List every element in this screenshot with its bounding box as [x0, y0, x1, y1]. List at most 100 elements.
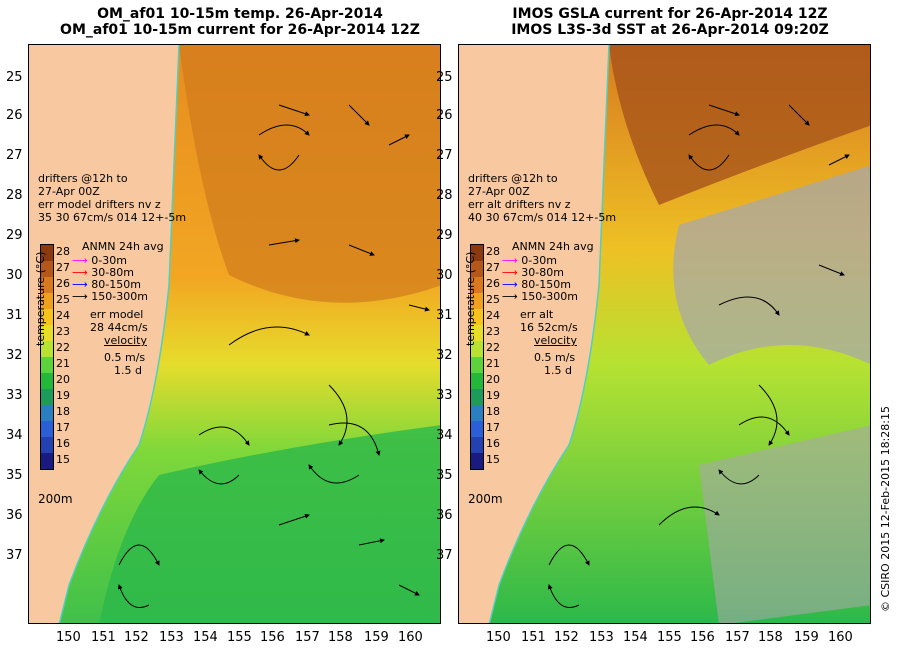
lat-tick: 28: [6, 188, 23, 203]
lat-tick: 27: [436, 148, 453, 163]
colorbar-segment: [41, 261, 53, 277]
colorbar-segment: [41, 405, 53, 421]
lat-tick: 30: [6, 268, 23, 283]
velocity-label: velocity: [534, 334, 577, 347]
right-colorbar-title: temperature (°C): [464, 251, 477, 346]
lat-tick: 25: [6, 70, 23, 85]
colorbar-segment: [41, 341, 53, 357]
legend-title: ANMN 24h avg: [82, 240, 164, 253]
colorbar-segment: [41, 373, 53, 389]
colorbar-segment: [471, 437, 483, 453]
legend-label: 0-30m: [521, 254, 557, 267]
left-drifters-info: drifters @12h to 27-Apr 00Z err model dr…: [38, 172, 186, 224]
lon-tick: 152: [124, 630, 149, 645]
colorbar-tick: 26: [56, 277, 70, 290]
right-map: [459, 45, 870, 623]
lat-tick: 33: [436, 388, 453, 403]
lon-tick: 151: [521, 630, 546, 645]
lon-tick: 151: [91, 630, 116, 645]
lat-tick: 34: [436, 428, 453, 443]
lat-tick: 37: [6, 548, 23, 563]
lon-tick: 150: [56, 630, 81, 645]
colorbar-segment: [41, 293, 53, 309]
lat-tick: 33: [6, 388, 23, 403]
legend-item: ⟶ 30-80m: [502, 266, 564, 279]
scale-speed: 0.5 m/s: [104, 351, 146, 364]
scale-time: 1.5 d: [114, 364, 142, 377]
err-value: 28 44cm/s: [90, 321, 148, 334]
copyright-text: © CSIRO 2015 12-Feb-2015 18:28:15: [879, 406, 892, 612]
colorbar-segment: [471, 453, 483, 469]
colorbar-segment: [41, 309, 53, 325]
drifters-date: 27-Apr 00Z: [468, 185, 530, 198]
lat-tick: 36: [436, 508, 453, 523]
colorbar-tick: 19: [486, 389, 500, 402]
right-title-line2: IMOS L3S-3d SST at 26-Apr-2014 09:20Z: [511, 22, 829, 38]
colorbar-tick: 19: [56, 389, 70, 402]
legend-label: 80-150m: [521, 278, 571, 291]
left-colorbar-title: temperature (°C): [34, 251, 47, 346]
lon-tick: 154: [193, 630, 218, 645]
colorbar-tick: 18: [486, 405, 500, 418]
lon-tick: 152: [554, 630, 579, 645]
colorbar-segment: [41, 421, 53, 437]
velocity-label: velocity: [104, 334, 147, 347]
legend-label: 150-300m: [91, 290, 148, 303]
colorbar-segment: [471, 325, 483, 341]
right-colorbar: [470, 244, 484, 470]
err-header: err model drifters nv z: [38, 198, 161, 211]
colorbar-tick: 27: [486, 261, 500, 274]
legend-item: ⟶ 80-150m: [502, 278, 571, 291]
lon-tick: 150: [486, 630, 511, 645]
colorbar-tick: 21: [56, 357, 70, 370]
colorbar-tick: 17: [56, 421, 70, 434]
colorbar-segment: [471, 405, 483, 421]
lat-tick: 35: [6, 468, 23, 483]
colorbar-segment: [41, 437, 53, 453]
err-values: 40 30 67cm/s 014 12+-5m: [468, 211, 617, 224]
drifters-date: 27-Apr 00Z: [38, 185, 100, 198]
scale-speed: 0.5 m/s: [534, 351, 576, 364]
err-values: 35 30 67cm/s 014 12+-5m: [38, 211, 187, 224]
colorbar-tick: 24: [486, 309, 500, 322]
legend-item: ⟶ 150-300m: [502, 290, 578, 303]
colorbar-segment: [41, 453, 53, 469]
left-depth-label: 200m: [38, 492, 73, 506]
colorbar-segment: [41, 357, 53, 373]
left-title-line1: OM_af01 10-15m temp. 26-Apr-2014: [97, 6, 383, 22]
lon-tick: 156: [260, 630, 285, 645]
left-title: OM_af01 10-15m temp. 26-Apr-2014 OM_af01…: [40, 6, 440, 38]
lon-tick: 154: [623, 630, 648, 645]
colorbar-tick: 23: [486, 325, 500, 338]
colorbar-tick: 24: [56, 309, 70, 322]
right-depth-label: 200m: [468, 492, 503, 506]
colorbar-segment: [471, 261, 483, 277]
lon-tick: 159: [364, 630, 389, 645]
left-map: [29, 45, 440, 623]
err-header: err alt drifters nv z: [468, 198, 571, 211]
lat-tick: 27: [6, 148, 23, 163]
right-title-line1: IMOS GSLA current for 26-Apr-2014 12Z: [512, 6, 828, 22]
lat-tick: 32: [436, 348, 453, 363]
colorbar-segment: [471, 421, 483, 437]
lon-tick: 160: [398, 630, 423, 645]
lon-tick: 159: [794, 630, 819, 645]
legend-item: ⟶ 80-150m: [72, 278, 141, 291]
colorbar-tick: 22: [56, 341, 70, 354]
err-value: 16 52cm/s: [520, 321, 578, 334]
colorbar-tick: 16: [486, 437, 500, 450]
right-title: IMOS GSLA current for 26-Apr-2014 12Z IM…: [460, 6, 880, 38]
lon-tick: 155: [657, 630, 682, 645]
legend-item: ⟶ 30-80m: [72, 266, 134, 279]
colorbar-segment: [41, 277, 53, 293]
lon-tick: 156: [690, 630, 715, 645]
legend-item: ⟶ 0-30m: [72, 254, 127, 267]
colorbar-tick: 20: [56, 373, 70, 386]
legend-label: 0-30m: [91, 254, 127, 267]
left-colorbar: [40, 244, 54, 470]
colorbar-tick: 16: [56, 437, 70, 450]
colorbar-segment: [471, 341, 483, 357]
err-label: err alt: [520, 308, 554, 321]
legend-label: 80-150m: [91, 278, 141, 291]
lat-tick: 31: [6, 308, 23, 323]
